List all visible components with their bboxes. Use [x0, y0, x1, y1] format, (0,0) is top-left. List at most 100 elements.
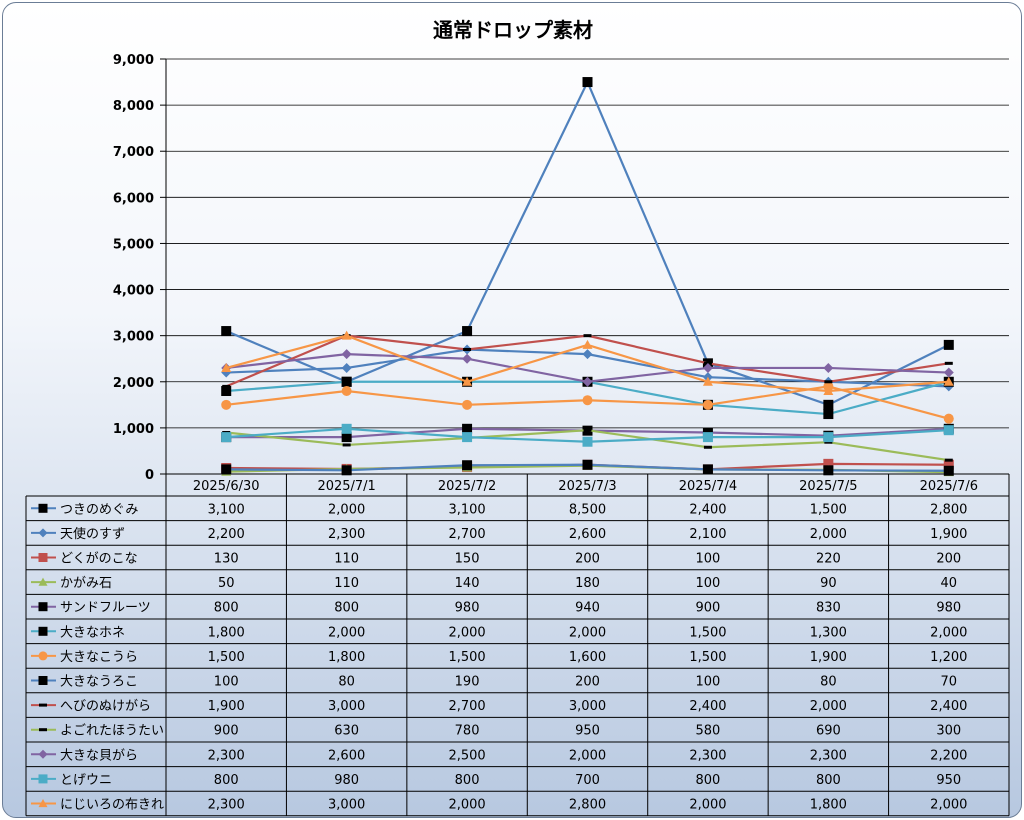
data-point — [943, 459, 954, 470]
data-point — [702, 399, 713, 410]
data-point — [823, 432, 834, 443]
data-point — [702, 432, 713, 443]
y-tick-label: 3,000 — [113, 330, 154, 345]
data-point — [462, 399, 473, 410]
data-cell: 200 — [575, 675, 600, 690]
table-row: どくがのこな 130 110 150 200 100 220 200 — [31, 552, 961, 567]
data-cell: 3,000 — [328, 798, 365, 813]
series-label: 大きなこうら — [60, 650, 138, 665]
data-point — [943, 413, 954, 424]
series-label: 天使のすず — [60, 526, 125, 542]
y-tick-label: 5,000 — [113, 237, 154, 252]
data-cell: 190 — [455, 675, 480, 690]
data-cell: 800 — [214, 773, 239, 788]
y-tick-label: 4,000 — [113, 284, 154, 299]
data-point — [824, 380, 833, 384]
y-tick-label: 8,000 — [113, 99, 154, 114]
data-cell: 2,100 — [689, 527, 726, 542]
series-label: 大きなうろこ — [60, 675, 138, 690]
data-cell: 80 — [820, 675, 837, 690]
series-label: 大きな貝がら — [60, 748, 138, 763]
data-point — [943, 367, 954, 378]
legend-marker — [38, 651, 48, 661]
data-cell: 40 — [941, 576, 958, 591]
data-cell: 2,400 — [689, 699, 726, 714]
table-row: にじいろの布きれ 2,300 3,000 2,000 2,800 2,000 1,800 2,… — [31, 798, 967, 813]
data-table: 2025/6/30 2025/7/1 2025/7/2 2025/7/3 2025/7/… — [25, 473, 1010, 817]
y-tick-label: 7,000 — [113, 145, 154, 160]
table-row: よごれたほうたい 900 630 780 950 580 690 300 — [31, 723, 961, 739]
table-row: とげウニ 800 980 800 700 800 800 950 — [31, 773, 961, 788]
data-cell: 2,000 — [930, 625, 967, 640]
gridlines — [160, 58, 1009, 475]
series-label: サンドフルーツ — [60, 601, 151, 616]
legend-marker — [38, 749, 48, 759]
data-point — [341, 423, 352, 434]
data-cell: 1,300 — [810, 625, 847, 640]
data-point — [702, 376, 713, 386]
data-point — [823, 409, 834, 420]
data-point — [462, 353, 473, 364]
data-cell: 100 — [696, 675, 721, 690]
x-tick-label: 2025/7/4 — [679, 479, 737, 494]
data-cell: 80 — [338, 675, 355, 690]
x-tick-label: 2025/7/3 — [558, 479, 616, 494]
data-cell: 1,900 — [208, 699, 245, 714]
series-label: へびのぬけがら — [60, 699, 151, 714]
data-cell: 1,500 — [208, 650, 245, 665]
y-tick-label: 1,000 — [113, 422, 154, 437]
data-cell: 2,800 — [569, 798, 606, 813]
data-cell: 2,700 — [448, 527, 485, 542]
data-cell: 980 — [936, 601, 961, 616]
data-cell: 2,000 — [569, 625, 606, 640]
data-point — [221, 362, 232, 372]
legend-marker — [38, 602, 48, 612]
data-cell: 2,300 — [328, 527, 365, 542]
data-cell: 2,300 — [208, 798, 245, 813]
data-point — [222, 384, 231, 388]
series-12 — [221, 423, 954, 447]
legend-marker — [38, 528, 48, 538]
data-cell: 1,900 — [930, 527, 967, 542]
series-label: よごれたほうたい — [60, 723, 164, 739]
data-cell: 3,000 — [328, 699, 365, 714]
data-cell: 630 — [334, 724, 359, 739]
data-cell: 2,300 — [810, 748, 847, 763]
data-cell: 180 — [575, 576, 600, 591]
data-cell: 2,000 — [810, 527, 847, 542]
data-cell: 3,100 — [208, 502, 245, 517]
data-cell: 2,300 — [689, 748, 726, 763]
table-row: 大きなうろこ 100 80 190 200 100 80 70 — [31, 675, 957, 690]
data-point — [943, 376, 954, 386]
data-cell: 2,600 — [328, 748, 365, 763]
data-cell: 2,000 — [810, 699, 847, 714]
data-cell: 980 — [455, 601, 480, 616]
data-point — [582, 77, 593, 88]
data-cell: 950 — [936, 773, 961, 788]
data-cell: 2,600 — [569, 527, 606, 542]
table-row: 大きな貝がら 2,300 2,600 2,500 2,000 2,300 2,300 2,20… — [31, 748, 967, 763]
data-point — [943, 339, 954, 350]
data-cell: 1,500 — [448, 650, 485, 665]
data-cell: 2,000 — [689, 798, 726, 813]
data-point — [462, 376, 473, 386]
data-cell: 3,100 — [448, 502, 485, 517]
y-tick-label: 9,000 — [113, 53, 154, 68]
data-point — [583, 334, 592, 338]
data-cell: 90 — [820, 576, 837, 591]
legend-marker — [38, 774, 48, 784]
data-point — [341, 376, 352, 387]
data-point — [582, 376, 593, 387]
table-row: へびのぬけがら 1,900 3,000 2,700 3,000 2,400 2,000 2,4… — [31, 699, 967, 714]
data-point — [341, 349, 352, 360]
data-cell: 1,500 — [689, 625, 726, 640]
data-cell: 150 — [455, 552, 480, 567]
data-cell: 50 — [218, 576, 235, 591]
legend-marker — [38, 799, 48, 808]
x-tick-label: 2025/6/30 — [193, 479, 260, 494]
data-point — [221, 399, 232, 410]
data-cell: 2,000 — [930, 798, 967, 813]
series-7 — [221, 381, 954, 424]
data-point — [702, 464, 713, 475]
data-point — [341, 362, 352, 373]
